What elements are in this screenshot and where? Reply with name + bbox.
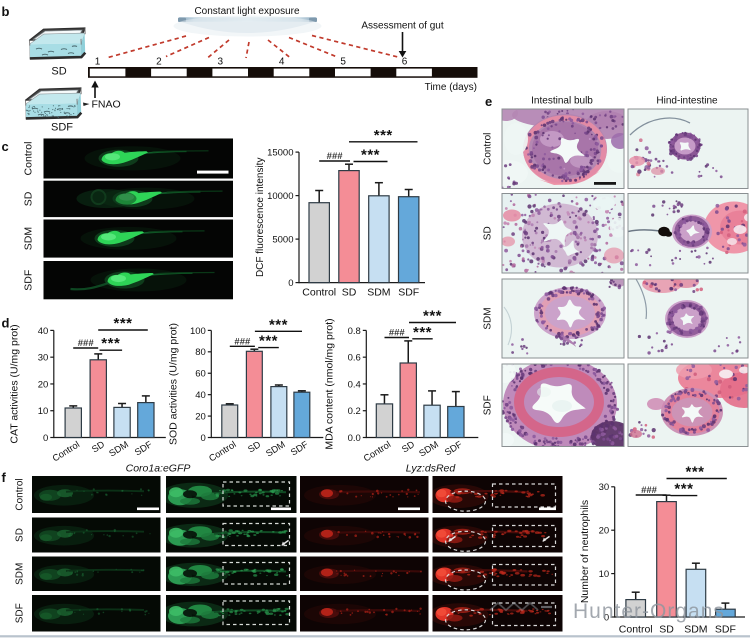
svg-text:SD: SD (15, 528, 26, 542)
svg-text:10000: 10000 (267, 191, 293, 202)
svg-text:SDF: SDF (23, 270, 35, 291)
svg-text:***: *** (361, 147, 380, 164)
svg-text:SDF: SDF (715, 624, 736, 636)
svg-text:SDF: SDF (15, 603, 26, 623)
svg-text:15000: 15000 (267, 148, 293, 159)
svg-text:SDF: SDF (51, 122, 73, 134)
svg-text:DCF fluorescence intensity: DCF fluorescence intensity (255, 158, 266, 277)
svg-text:***: *** (269, 316, 288, 333)
svg-text:Control: Control (619, 624, 653, 636)
svg-text:Assessment of gut: Assessment of gut (361, 21, 443, 32)
svg-text:0.8: 0.8 (348, 326, 361, 337)
svg-text:100: 100 (190, 326, 206, 337)
svg-text:80: 80 (195, 347, 206, 358)
svg-text:10: 10 (38, 406, 49, 417)
svg-text:***: *** (674, 481, 693, 498)
svg-text:Control: Control (302, 287, 336, 299)
svg-text:4: 4 (279, 57, 285, 68)
svg-text:30: 30 (38, 353, 49, 364)
svg-text:d: d (2, 316, 10, 331)
svg-text:20: 20 (195, 411, 206, 422)
svg-text:10: 10 (599, 569, 610, 580)
svg-text:e: e (485, 94, 492, 109)
svg-text:SDM: SDM (367, 287, 390, 299)
svg-text:1: 1 (95, 57, 101, 68)
svg-text:40: 40 (195, 390, 206, 401)
svg-text:0.0: 0.0 (348, 433, 361, 444)
svg-text:6: 6 (402, 57, 408, 68)
svg-text:0: 0 (604, 612, 609, 623)
svg-text:0.2: 0.2 (348, 406, 361, 417)
svg-text:SD: SD (483, 226, 494, 240)
svg-text:***: *** (685, 464, 704, 481)
svg-text:0.4: 0.4 (348, 379, 361, 390)
svg-text:SD: SD (342, 287, 357, 299)
svg-text:SD: SD (23, 191, 35, 206)
svg-text:***: *** (423, 308, 442, 325)
svg-text:20: 20 (38, 379, 49, 390)
svg-text:Control: Control (15, 478, 26, 510)
svg-text:SDM: SDM (23, 227, 35, 250)
svg-text:***: *** (374, 127, 393, 144)
svg-text:Hunter-Organs: Hunter-Organs (573, 600, 725, 623)
svg-text:2: 2 (156, 57, 162, 68)
svg-text:***: *** (101, 335, 120, 352)
svg-text:40: 40 (38, 326, 49, 337)
svg-text:0: 0 (288, 278, 293, 289)
svg-text:0.6: 0.6 (348, 353, 361, 364)
svg-text:###: ### (78, 338, 95, 349)
svg-text:Time (days): Time (days) (425, 82, 477, 93)
svg-text:***: *** (259, 333, 278, 350)
svg-text:MDA content (nmol/mg prot): MDA content (nmol/mg prot) (324, 318, 336, 449)
svg-text:Hind-intestine: Hind-intestine (656, 96, 718, 107)
svg-text:f: f (2, 470, 7, 485)
svg-text:60: 60 (195, 369, 206, 380)
svg-text:SDF: SDF (483, 395, 494, 415)
svg-text:Coro1a:eGFP: Coro1a:eGFP (126, 463, 191, 475)
svg-text:20: 20 (599, 526, 610, 537)
svg-text:SD: SD (51, 66, 66, 78)
svg-text:SDM: SDM (15, 563, 26, 585)
svg-text:5000: 5000 (272, 235, 293, 246)
svg-text:SDM: SDM (684, 624, 707, 636)
svg-text:###: ### (641, 485, 658, 496)
svg-text:3: 3 (218, 57, 224, 68)
svg-text:CAT activities (U/mg prot): CAT activities (U/mg prot) (9, 324, 21, 443)
svg-text:0: 0 (43, 433, 48, 444)
svg-text:Intestinal bulb: Intestinal bulb (531, 96, 593, 107)
svg-text:c: c (2, 139, 9, 154)
svg-text:###: ### (389, 328, 406, 339)
svg-text:Constant light exposure: Constant light exposure (194, 6, 300, 17)
svg-text:###: ### (234, 336, 251, 347)
svg-text:Number of neutrophils: Number of neutrophils (579, 500, 591, 603)
svg-text:FNAO: FNAO (92, 99, 121, 111)
svg-text:b: b (2, 4, 10, 19)
svg-text:SDF: SDF (398, 287, 419, 299)
svg-text:30: 30 (599, 482, 610, 493)
svg-text:Control: Control (483, 133, 494, 165)
svg-text:0: 0 (201, 433, 206, 444)
svg-text:SDM: SDM (483, 307, 494, 329)
svg-text:***: *** (413, 324, 432, 341)
svg-text:SOD activities (U/mg prot): SOD activities (U/mg prot) (168, 323, 180, 445)
svg-text:SD: SD (659, 624, 674, 636)
svg-text:Lyz:dsRed: Lyz:dsRed (406, 463, 457, 475)
svg-text:5: 5 (340, 57, 346, 68)
svg-text:***: *** (113, 315, 132, 332)
svg-text:Control: Control (23, 142, 35, 176)
svg-text:###: ### (327, 151, 344, 162)
